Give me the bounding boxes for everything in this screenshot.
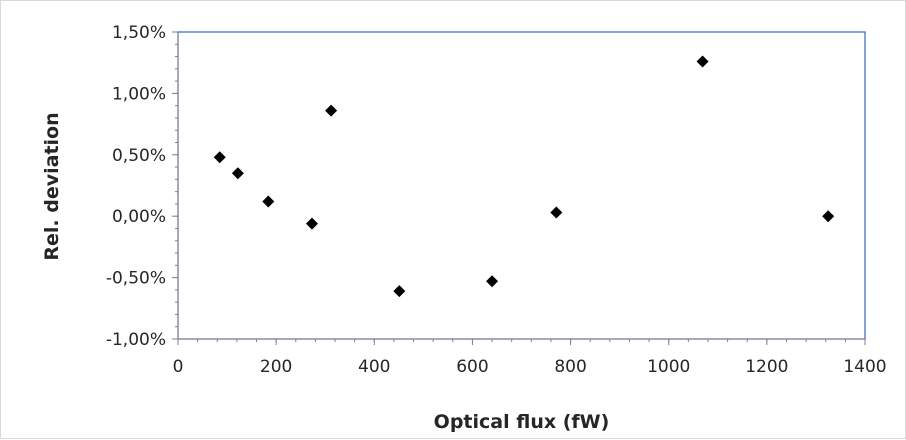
x-tick-label: 0	[173, 357, 184, 377]
x-tick-label: 600	[456, 357, 488, 377]
y-axis-ticks: -1,00% -0,50% 0,00% 0,50% 1,00% 1,50%	[106, 23, 178, 350]
data-point	[822, 210, 835, 223]
data-point	[213, 151, 226, 164]
x-tick-label: 1200	[745, 357, 788, 377]
y-tick-label: 1,00%	[112, 84, 166, 104]
x-tick-label: 400	[358, 357, 390, 377]
y-tick-label: 1,50%	[112, 23, 166, 43]
data-point	[550, 206, 563, 219]
x-tick-label: 1000	[647, 357, 690, 377]
x-tick-label: 200	[260, 357, 292, 377]
x-tick-label: 1400	[843, 357, 886, 377]
data-point	[486, 275, 499, 288]
data-point	[393, 285, 406, 298]
x-axis-title: Optical flux (fW)	[434, 411, 610, 433]
x-tick-label: 800	[554, 357, 586, 377]
x-axis-ticks: 0 200 400 600 800 1000 1200 1400	[173, 339, 887, 377]
y-axis-title: Rel. deviation	[41, 112, 63, 260]
data-point	[262, 195, 275, 208]
y-tick-label: 0,50%	[112, 146, 166, 166]
plot-area	[177, 31, 866, 340]
y-tick-label: 0,00%	[112, 207, 166, 227]
axes	[175, 31, 866, 342]
data-point	[231, 167, 244, 180]
data-point	[325, 104, 338, 117]
data-points	[213, 55, 835, 298]
data-point	[305, 217, 318, 230]
data-point	[696, 55, 709, 68]
y-tick-label: -0,50%	[106, 269, 166, 289]
y-tick-label: -1,00%	[106, 330, 166, 350]
